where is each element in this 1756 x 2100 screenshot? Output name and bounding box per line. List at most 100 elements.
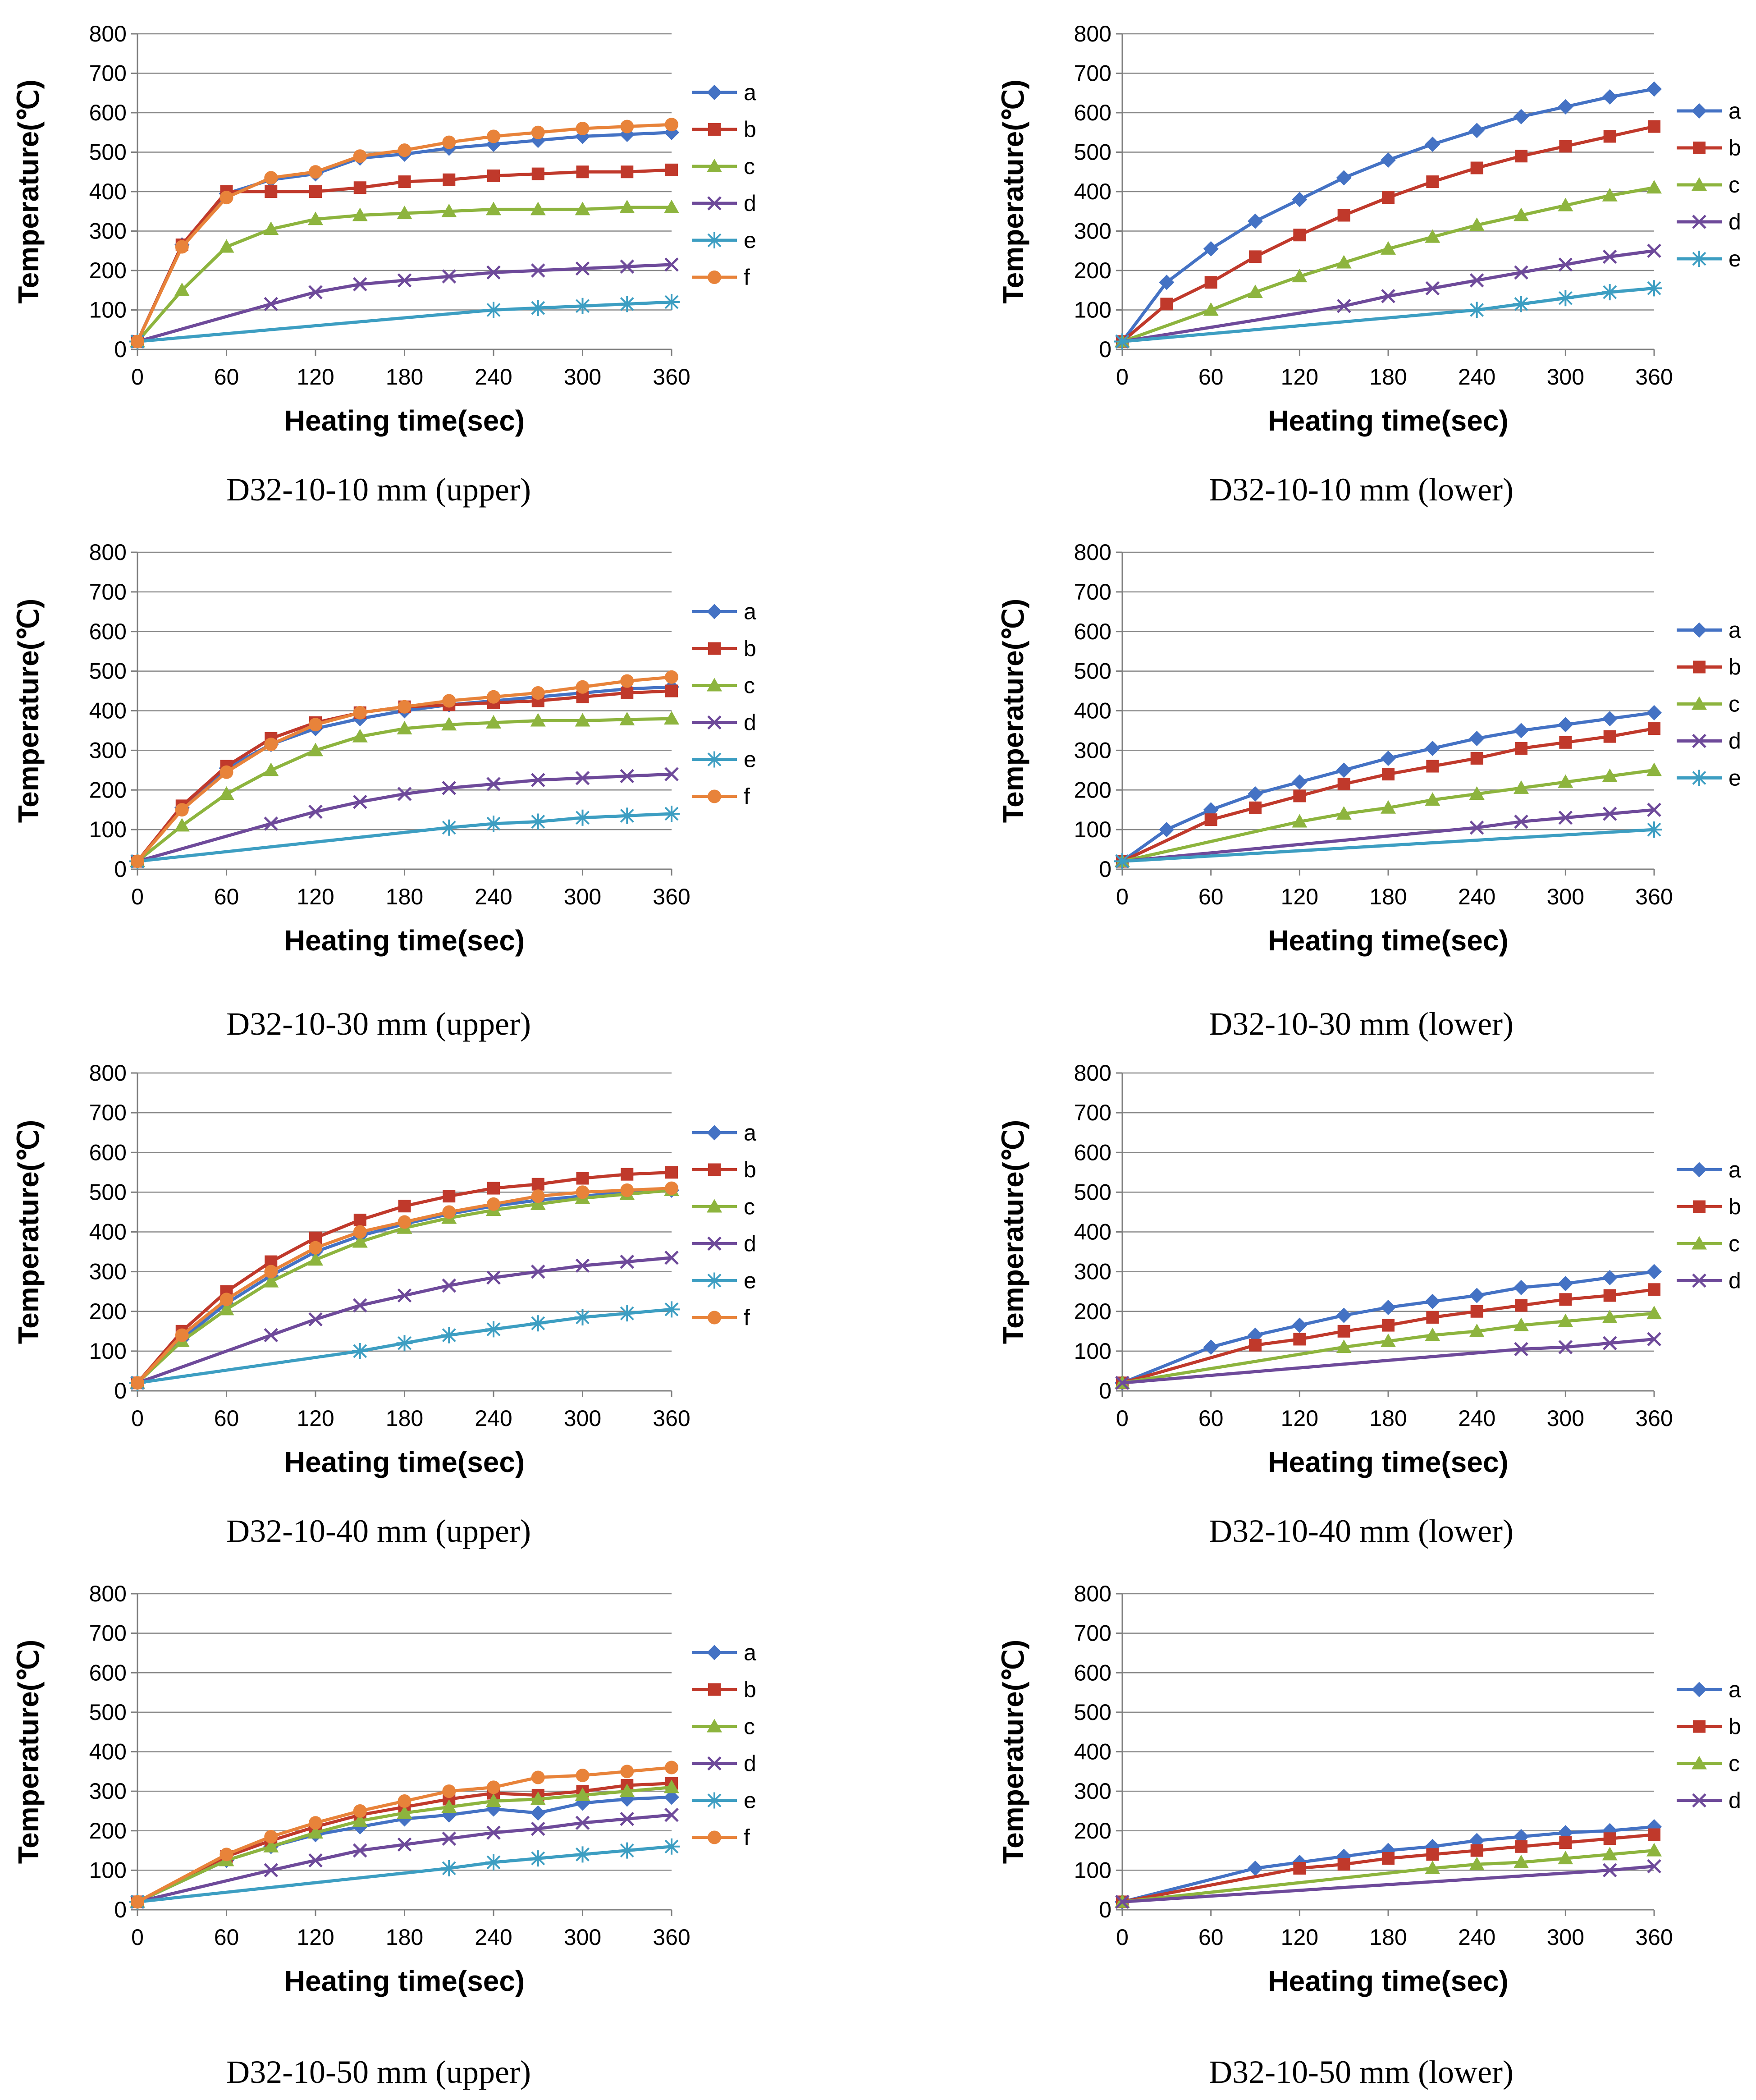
data-point-c	[619, 711, 635, 725]
legend-marker-d	[1692, 1273, 1706, 1288]
x-tick-label: 300	[564, 884, 601, 909]
data-point-f	[131, 335, 144, 348]
y-tick-label: 0	[1099, 1897, 1111, 1922]
legend-label-c: c	[1729, 1751, 1740, 1776]
y-tick-label: 300	[1074, 219, 1111, 244]
x-tick-label: 240	[475, 884, 512, 909]
x-tick-label: 360	[653, 884, 690, 909]
y-tick-label: 100	[89, 298, 127, 323]
x-tick-label: 60	[214, 884, 239, 909]
data-point-d	[575, 261, 590, 276]
data-point-d	[442, 1278, 457, 1293]
x-tick-label: 240	[1458, 1925, 1495, 1950]
chart-panel-7: 0 100 200 300 400 500 600 700 800 0 60 120 180 240 300…	[12, 1581, 756, 2090]
x-tick-label: 60	[1198, 364, 1224, 390]
data-point-b	[1249, 801, 1262, 814]
legend-label-b: b	[1729, 1194, 1741, 1220]
data-point-f	[665, 1181, 678, 1195]
legend-marker-c	[1692, 696, 1707, 710]
y-axis-title: Temperature(℃)	[997, 79, 1029, 303]
data-point-b	[1426, 1848, 1439, 1861]
data-point-b	[1204, 813, 1217, 826]
data-point-b	[1426, 760, 1439, 773]
y-tick-label: 600	[89, 1660, 127, 1685]
x-tick-label: 240	[475, 364, 512, 390]
legend-marker-a	[1692, 103, 1707, 119]
data-point-c	[619, 200, 635, 213]
legend-marker-b	[708, 1163, 721, 1176]
data-point-a	[1469, 731, 1485, 747]
series-line-c	[136, 1785, 673, 1903]
x-tick-label: 360	[653, 364, 690, 390]
y-tick-label: 800	[89, 1581, 127, 1606]
data-point-f	[531, 686, 545, 700]
data-point-c	[263, 221, 279, 235]
legend-label-b: b	[744, 1157, 756, 1183]
data-point-c	[1292, 814, 1308, 828]
data-point-b	[1515, 742, 1527, 755]
y-tick-label: 600	[1074, 1660, 1111, 1685]
legend-marker-d	[707, 715, 722, 730]
legend-marker-d	[707, 1756, 722, 1771]
data-point-b	[487, 170, 500, 182]
data-point-b	[1559, 1836, 1572, 1849]
data-point-b	[1249, 250, 1262, 263]
x-tick-label: 300	[564, 1925, 601, 1950]
y-tick-label: 300	[89, 219, 127, 244]
data-point-d	[264, 297, 279, 312]
data-point-a	[1514, 109, 1529, 124]
legend-label-b: b	[744, 1677, 756, 1702]
data-point-b	[1382, 1852, 1395, 1865]
legend-marker-a	[707, 1645, 722, 1660]
legend-marker-f	[708, 1311, 721, 1325]
chart-caption: D32-10-40 mm (upper)	[226, 1513, 531, 1549]
x-axis-title: Heating time(sec)	[1268, 1965, 1508, 1997]
chart-caption: D32-10-10 mm (upper)	[226, 472, 531, 508]
data-point-f	[442, 694, 456, 708]
data-point-b	[1293, 1862, 1306, 1875]
x-tick-label: 120	[1281, 1925, 1318, 1950]
data-point-d	[397, 1837, 412, 1852]
data-point-d	[486, 1825, 501, 1840]
series-line-e	[136, 300, 673, 343]
y-tick-label: 0	[114, 1897, 127, 1922]
y-tick-label: 0	[114, 337, 127, 362]
x-tick-label: 180	[1369, 884, 1407, 909]
data-point-a	[1514, 1279, 1529, 1295]
data-point-b	[265, 185, 278, 198]
series-line-c	[136, 206, 673, 343]
data-point-a	[1514, 723, 1529, 738]
data-point-c	[1425, 792, 1440, 806]
data-point-d	[352, 1298, 367, 1313]
y-axis-title: Temperature(℃)	[12, 599, 45, 823]
x-axis-title: Heating time(sec)	[1268, 404, 1508, 437]
data-point-f	[398, 143, 412, 157]
data-point-c	[397, 1805, 412, 1819]
data-point-d	[486, 777, 501, 791]
data-point-c	[1292, 269, 1308, 283]
data-point-d	[530, 1264, 545, 1279]
legend-marker-e	[706, 1792, 723, 1809]
series-line-d	[1120, 808, 1656, 863]
data-point-c	[530, 1196, 546, 1210]
data-point-b	[1470, 161, 1483, 174]
x-tick-label: 120	[1281, 1406, 1318, 1431]
x-axis-title: Heating time(sec)	[1268, 1446, 1508, 1478]
data-point-d	[575, 1258, 590, 1273]
data-point-c	[352, 1813, 368, 1827]
legend-label-d: d	[744, 1751, 756, 1776]
data-point-d	[308, 804, 323, 819]
data-point-c	[1425, 229, 1440, 243]
y-tick-label: 200	[1074, 1299, 1111, 1324]
y-tick-label: 700	[89, 1100, 127, 1125]
data-point-d	[1647, 1859, 1661, 1874]
data-point-f	[531, 125, 545, 139]
data-point-b	[665, 684, 678, 697]
x-axis-title: Heating time(sec)	[284, 924, 525, 957]
data-point-b	[1382, 191, 1395, 204]
data-point-b	[1382, 768, 1395, 781]
data-point-e	[1114, 333, 1130, 350]
legend-label-e: e	[744, 1788, 756, 1813]
data-point-f	[309, 718, 322, 732]
data-point-e	[441, 1327, 457, 1343]
